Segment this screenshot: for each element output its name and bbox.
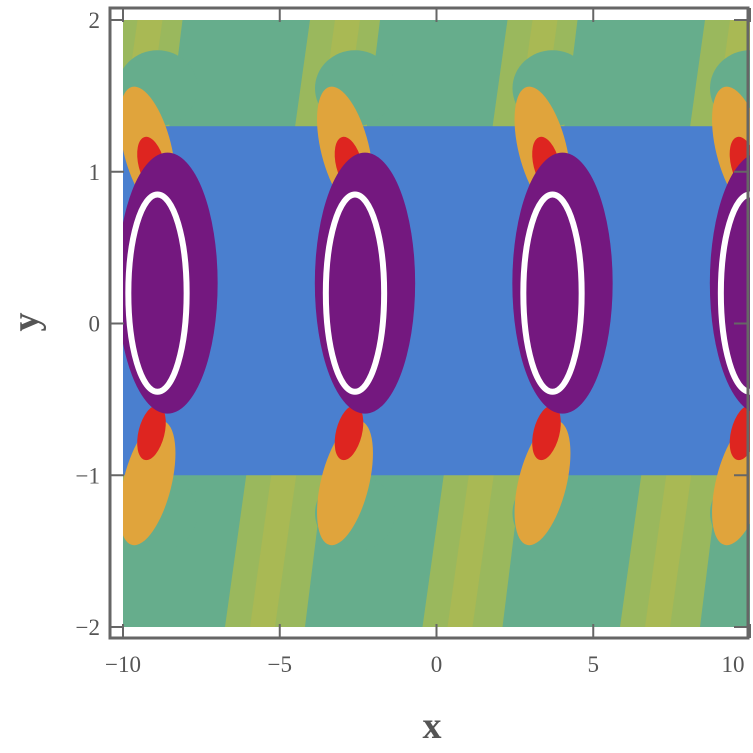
red-lobe-bottom-0 [137,405,166,461]
purple-level-0 [123,152,218,414]
y-tick-label-4: 2 [89,8,101,33]
contour-field [123,20,750,627]
y-tick-label-1: −1 [76,463,100,488]
orange-lobe-bottom-1 [317,420,373,546]
orange-lobe-bottom-2 [514,420,571,546]
x-tick-label-2: 0 [431,652,443,677]
contour-ring-3 [717,191,750,395]
x-tick-label-3: 5 [588,652,600,677]
contour-lines [125,191,750,395]
red-lobe-bottom-3 [729,405,750,461]
orange-lobe-bottom-3 [712,420,750,546]
x-tick-label-0: −10 [105,652,141,677]
red-lobe-bottom-1 [334,405,364,461]
x-tick-label-1: −5 [268,652,292,677]
contour-ring-0 [125,191,190,395]
y-tick-label-2: 0 [89,312,101,337]
x-tick-label-4: 10 [722,652,745,677]
contour-ring-2 [520,191,585,395]
contour-ring-1 [322,191,388,395]
purple-level-2 [512,152,613,414]
purple-level-1 [314,152,416,414]
axis-ticks [110,8,751,638]
x-axis-label: x [423,705,442,747]
x-tick-labels: −10 −5 0 5 10 [105,652,744,677]
purple-level-3 [709,155,750,411]
orange-lobe-bottom-0 [123,420,176,546]
red-lobe-bottom-2 [532,405,561,461]
y-tick-labels: −2 −1 0 1 2 [76,8,100,640]
y-tick-label-3: 1 [89,160,101,185]
y-tick-label-0: −2 [76,615,100,640]
y-axis-label: y [5,313,47,332]
blue-level-band [123,126,750,476]
